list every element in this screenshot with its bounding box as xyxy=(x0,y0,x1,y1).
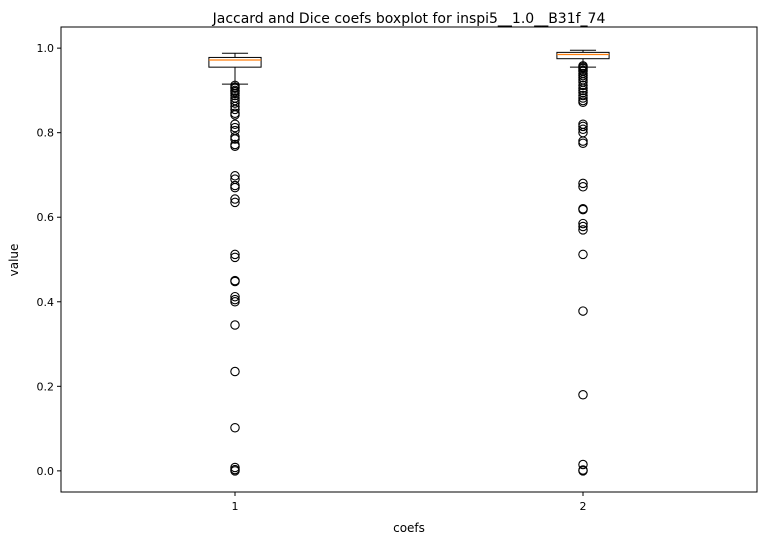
box-iqr xyxy=(556,51,610,60)
outlier-point xyxy=(578,80,588,91)
outlier-point xyxy=(230,422,240,433)
outlier-point xyxy=(230,291,240,302)
outlier-point xyxy=(230,134,240,144)
y-tick-label: 0.4 xyxy=(37,296,55,309)
x-tick-label: 1 xyxy=(232,500,239,513)
outlier-point xyxy=(230,104,240,115)
outlier-point xyxy=(230,122,240,133)
outlier-point xyxy=(230,249,240,260)
outlier-point xyxy=(230,90,240,101)
chart-title: Jaccard and Dice coefs boxplot for inspi… xyxy=(212,11,606,27)
outlier-point xyxy=(578,178,588,189)
outlier-point xyxy=(230,366,240,377)
outlier-point xyxy=(578,466,588,476)
outlier-point xyxy=(230,110,240,120)
plot-area xyxy=(208,49,610,476)
x-tick-label: 2 xyxy=(580,500,587,513)
outlier-point xyxy=(578,121,588,132)
y-axis-label: value xyxy=(7,244,21,277)
outlier-point xyxy=(230,320,240,330)
outlier-point xyxy=(578,138,588,149)
outlier-point xyxy=(230,182,240,193)
x-axis-label: coefs xyxy=(393,521,425,535)
box-iqr xyxy=(208,56,262,68)
outlier-point xyxy=(578,124,588,135)
outlier-point xyxy=(578,249,588,260)
outlier-point xyxy=(578,136,588,146)
outlier-point xyxy=(578,182,588,192)
outlier-point xyxy=(230,171,240,181)
outlier-point xyxy=(578,97,588,107)
outlier-point xyxy=(578,225,588,235)
y-tick-label: 1.0 xyxy=(37,42,55,55)
plot-frame xyxy=(60,26,758,493)
outlier-point xyxy=(578,459,588,470)
outlier-point xyxy=(578,390,588,400)
outlier-point xyxy=(578,90,588,101)
outlier-point xyxy=(578,204,588,215)
outlier-point xyxy=(230,276,240,287)
outlier-point xyxy=(578,218,588,229)
outlier-point xyxy=(230,119,240,129)
outlier-point xyxy=(230,141,240,151)
outlier-point xyxy=(230,194,240,204)
outlier-point xyxy=(578,306,588,316)
y-tick-label: 0.6 xyxy=(37,211,55,224)
outlier-point xyxy=(578,119,588,129)
outlier-point xyxy=(230,466,240,476)
outlier-point xyxy=(230,252,240,263)
y-tick-label: 0.2 xyxy=(37,380,55,393)
outlier-point xyxy=(230,180,240,191)
outlier-point xyxy=(578,221,588,232)
outlier-point xyxy=(230,98,240,108)
y-tick-label: 0.0 xyxy=(37,465,55,478)
y-tick-label: 0.8 xyxy=(37,127,55,140)
box-group-2 xyxy=(556,49,610,476)
box-group-1 xyxy=(208,52,262,476)
outlier-point xyxy=(230,197,240,208)
outlier-point xyxy=(578,93,588,103)
y-axis: 0.0 0.2 0.4 0.6 0.8 1.0 xyxy=(37,42,61,478)
outlier-point xyxy=(230,297,240,307)
